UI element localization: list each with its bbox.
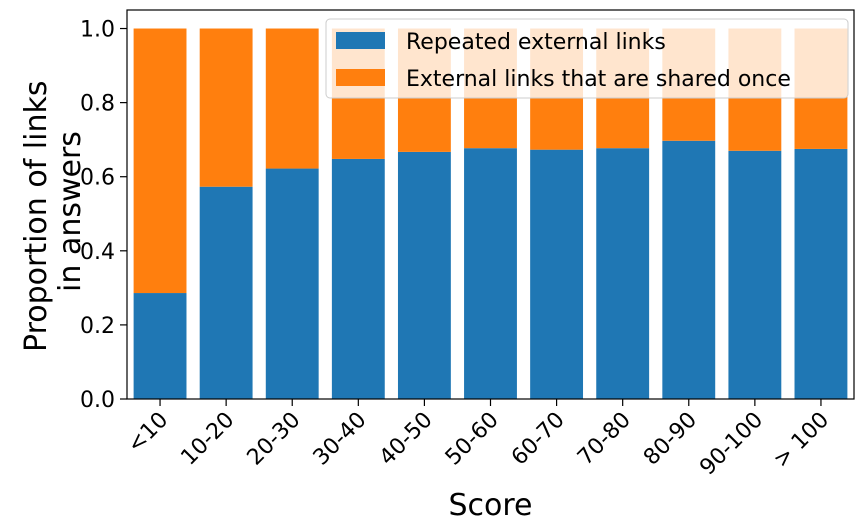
y-tick-label: 0.0	[80, 388, 115, 413]
bar-shared-once-1	[199, 28, 253, 187]
x-tick-label: 70-80	[573, 408, 636, 471]
bar-shared-once-0	[133, 28, 187, 294]
y-tick-label: 0.4	[80, 240, 115, 265]
legend-label-shared-once: External links that are shared once	[406, 67, 791, 92]
y-axis-title-line-2: in answers	[53, 131, 88, 292]
x-tick-label: 10-20	[176, 408, 239, 471]
x-axis-title: Score	[448, 488, 532, 522]
plot-area	[133, 28, 848, 399]
x-axis-ticks: <10 10-20 20-30 30-40 40-50 50-60 60-70 70-80 80…	[123, 399, 834, 480]
legend: Repeated external links External links t…	[325, 18, 849, 99]
x-tick-label: 50-60	[441, 408, 504, 471]
y-axis-title: Proportion of links in answers	[19, 71, 88, 352]
bar-repeated-7	[596, 148, 650, 399]
x-tick-label: 20-30	[243, 408, 306, 471]
x-tick-label: 30-40	[309, 408, 372, 471]
x-tick-label: <10	[123, 408, 174, 459]
bar-repeated-8	[662, 140, 716, 399]
bar-repeated-0	[133, 293, 187, 399]
y-tick-label: 0.6	[80, 166, 115, 191]
legend-label-repeated: Repeated external links	[406, 30, 666, 55]
bar-repeated-2	[265, 168, 319, 399]
bar-shared-once-2	[265, 28, 319, 169]
bar-repeated-5	[464, 148, 517, 399]
bar-repeated-3	[331, 158, 385, 399]
legend-swatch-repeated	[336, 32, 385, 49]
bar-repeated-10	[794, 148, 848, 399]
y-tick-label: 1.0	[80, 18, 115, 43]
bar-repeated-6	[530, 149, 584, 399]
y-tick-label: 0.2	[80, 314, 115, 339]
y-axis-ticks: 0.0 0.2 0.4 0.6 0.8 1.0	[80, 18, 127, 413]
bar-repeated-9	[728, 150, 782, 399]
x-tick-label: 90-100	[695, 408, 768, 481]
x-tick-label: 60-70	[507, 408, 570, 471]
legend-frame	[325, 18, 849, 99]
x-tick-label: 80-90	[639, 408, 702, 471]
bar-repeated-4	[397, 151, 451, 399]
x-tick-label: 40-50	[375, 408, 438, 471]
y-axis-title-line-1: Proportion of links	[19, 81, 54, 352]
x-tick-label: > 100	[769, 408, 834, 473]
y-tick-label: 0.8	[80, 92, 115, 117]
bar-repeated-1	[199, 186, 253, 399]
legend-swatch-shared-once	[336, 69, 385, 86]
